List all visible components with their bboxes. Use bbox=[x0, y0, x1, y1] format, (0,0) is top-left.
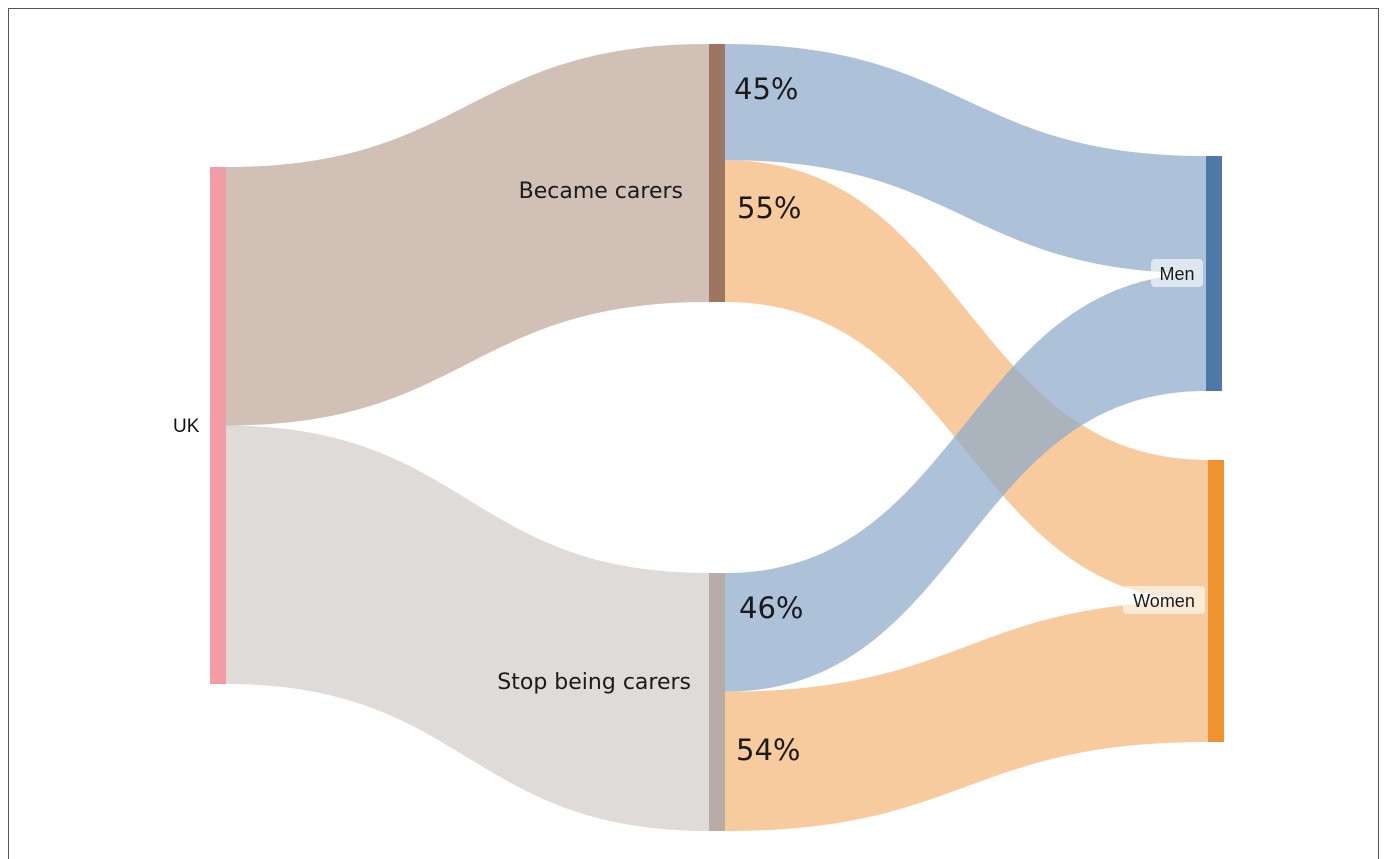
node-label-became-carers: Became carers bbox=[519, 179, 683, 204]
link-uk-became-carers bbox=[226, 44, 709, 426]
node-bar-stop-being-carers bbox=[709, 573, 725, 831]
node-bar-became-carers bbox=[709, 44, 725, 302]
pct-label-became-men: 45% bbox=[734, 72, 798, 106]
pct-label-became-women: 55% bbox=[737, 191, 801, 225]
node-bar-uk bbox=[210, 167, 226, 684]
link-became-carers-men bbox=[725, 44, 1206, 274]
node-label-men: Men bbox=[1159, 264, 1194, 284]
node-label-women: Women bbox=[1133, 591, 1195, 611]
link-stop-being-carers-women bbox=[725, 601, 1208, 831]
node-bar-men bbox=[1206, 156, 1222, 391]
sankey-nodes bbox=[210, 44, 1224, 831]
link-uk-stop-being-carers bbox=[226, 425, 709, 831]
link-stop-being-carers-men bbox=[725, 273, 1206, 692]
node-label-stop-being-carers: Stop being carers bbox=[497, 670, 691, 695]
node-bar-women bbox=[1208, 460, 1224, 742]
pct-label-stop-women: 54% bbox=[736, 733, 800, 767]
node-label-uk: UK bbox=[173, 416, 200, 437]
node-tag-bg-women bbox=[1123, 586, 1205, 614]
sankey-labels: UK Became carers Stop being carers 45% 5… bbox=[173, 72, 1205, 767]
pct-label-stop-men: 46% bbox=[739, 591, 803, 625]
node-tag-bg-men bbox=[1151, 259, 1203, 287]
link-became-carers-women bbox=[725, 160, 1208, 601]
sankey-links bbox=[226, 44, 1208, 831]
